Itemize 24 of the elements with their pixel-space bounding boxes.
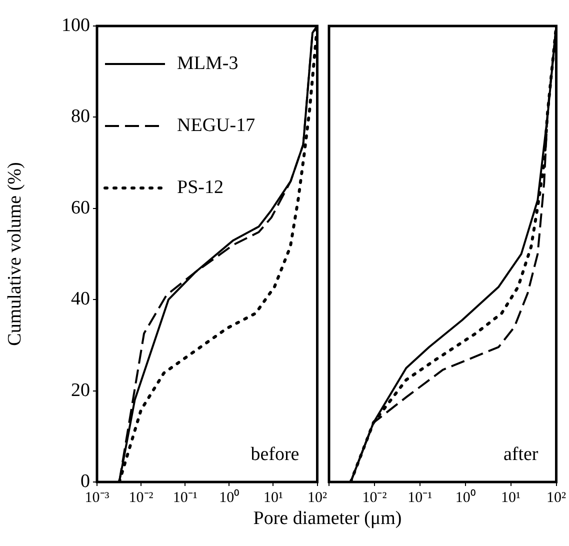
x-tick-label: 10⁻³ (84, 490, 110, 506)
x-tick-label: 10¹ (501, 490, 521, 506)
legend-label: NEGU-17 (177, 114, 256, 136)
x-tick-label: 10² (546, 490, 566, 506)
annotation: before (250, 444, 300, 465)
y-tick-label: 60 (71, 197, 90, 218)
y-tick-label: 0 (80, 470, 90, 492)
legend-label: PS-12 (177, 176, 224, 198)
x-tick-label: 10¹ (263, 490, 283, 506)
y-tick-label: 100 (62, 14, 90, 36)
x-tick-label: 10⁻² (128, 490, 154, 506)
x-tick-label: 10⁻¹ (172, 490, 198, 506)
y-tick-label: 80 (71, 106, 90, 128)
y-tick-label: 20 (71, 380, 90, 401)
x-tick-label: 10⁰ (219, 488, 240, 506)
y-tick-label: 40 (71, 288, 90, 310)
legend-label: MLM-3 (177, 52, 238, 74)
annotation: after (503, 444, 539, 465)
x-tick-label: 10⁻² (362, 490, 388, 506)
x-tick-label: 10⁰ (455, 488, 476, 506)
x-axis-title: Pore diameter (μm) (252, 508, 403, 530)
x-tick-label: 10⁻¹ (408, 490, 432, 506)
y-axis-title: Cumulative volume (%) (4, 162, 26, 346)
x-tick-label: 10² (308, 490, 328, 506)
